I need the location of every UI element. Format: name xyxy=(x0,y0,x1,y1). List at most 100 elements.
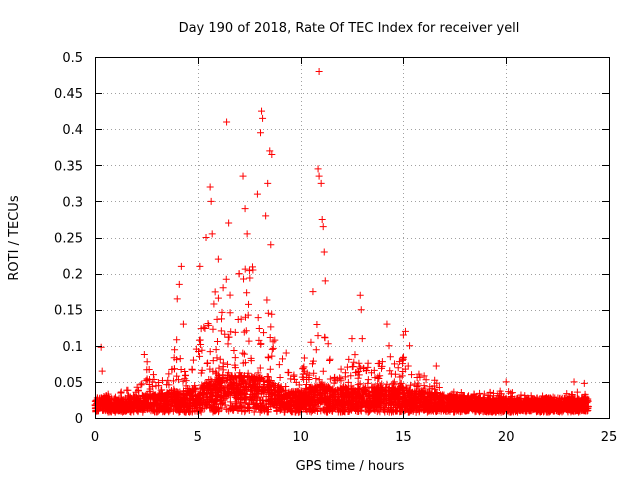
scatter-point xyxy=(250,377,258,385)
scatter-point xyxy=(432,362,440,370)
scatter-point xyxy=(347,372,355,380)
scatter-point xyxy=(357,306,365,314)
scatter-point xyxy=(567,403,575,411)
scatter-point xyxy=(206,348,214,356)
scatter-point xyxy=(264,390,272,398)
scatter-point xyxy=(268,352,276,360)
scatter-point xyxy=(465,395,473,403)
scatter-point xyxy=(282,349,290,357)
scatter-point xyxy=(221,395,229,403)
scatter-point xyxy=(447,393,455,401)
scatter-point xyxy=(277,384,285,392)
scatter-point xyxy=(275,361,283,369)
scatter-point xyxy=(355,371,363,379)
scatter-point xyxy=(251,372,259,380)
scatter-point xyxy=(227,328,235,336)
scatter-point xyxy=(137,381,145,389)
scatter-point xyxy=(516,401,524,409)
scatter-point xyxy=(260,399,268,407)
scatter-point xyxy=(563,390,571,398)
scatter-point xyxy=(389,408,397,416)
scatter-point xyxy=(408,371,416,379)
scatter-point xyxy=(169,377,177,385)
scatter-point xyxy=(212,368,220,376)
scatter-point xyxy=(470,390,478,398)
scatter-point xyxy=(200,383,208,391)
scatter-point xyxy=(231,328,239,336)
scatter-point xyxy=(152,400,160,408)
scatter-point xyxy=(145,394,153,402)
scatter-point xyxy=(97,399,105,407)
scatter-point xyxy=(510,397,518,405)
scatter-point xyxy=(291,375,299,383)
scatter-point xyxy=(323,408,331,416)
scatter-point xyxy=(580,379,588,387)
scatter-point xyxy=(272,404,280,412)
scatter-point xyxy=(433,379,441,387)
scatter-point xyxy=(401,392,409,400)
scatter-point xyxy=(319,223,327,231)
scatter-point xyxy=(140,350,148,358)
scatter-point xyxy=(240,392,248,400)
scatter-point xyxy=(113,402,121,410)
x-tick-labels: 0 5 10 15 20 25 xyxy=(91,430,617,445)
scatter-point xyxy=(239,403,247,411)
scatter-point xyxy=(112,397,120,405)
scatter-point xyxy=(364,359,372,367)
scatter-point xyxy=(526,398,534,406)
scatter-point xyxy=(309,357,317,365)
scatter-point xyxy=(234,405,242,413)
scatter-point xyxy=(239,172,247,180)
scatter-point xyxy=(206,396,214,404)
scatter-point xyxy=(446,407,454,415)
scatter-point xyxy=(468,394,476,402)
scatter-point xyxy=(188,365,196,373)
scatter-point xyxy=(246,274,254,282)
scatter-point xyxy=(290,372,298,380)
scatter-point xyxy=(259,396,267,404)
scatter-point xyxy=(356,398,364,406)
scatter-point xyxy=(239,376,247,384)
scatter-point xyxy=(476,389,484,397)
x-tick-label: 5 xyxy=(194,430,202,445)
scatter-point xyxy=(311,392,319,400)
scatter-point xyxy=(236,374,244,382)
scatter-point xyxy=(166,406,174,414)
scatter-point xyxy=(234,315,242,323)
scatter-point xyxy=(524,402,532,410)
scatter-point xyxy=(393,407,401,415)
scatter-point xyxy=(313,382,321,390)
scatter-point xyxy=(330,379,338,387)
scatter-point xyxy=(282,402,290,410)
scatter-point xyxy=(456,400,464,408)
scatter-point xyxy=(213,315,221,323)
scatter-point xyxy=(356,363,364,371)
scatter-point xyxy=(150,408,158,416)
scatter-point xyxy=(337,390,345,398)
scatter-point xyxy=(181,368,189,376)
scatter-point xyxy=(208,230,216,238)
scatter-point xyxy=(230,389,238,397)
scatter-point xyxy=(437,404,445,412)
scatter-point xyxy=(455,399,463,407)
scatter-point xyxy=(313,407,321,415)
x-tick-label: 20 xyxy=(498,430,515,445)
scatter-point xyxy=(348,335,356,343)
scatter-point xyxy=(420,372,428,380)
scatter-point xyxy=(263,296,271,304)
scatter-point xyxy=(435,383,443,391)
scatter-point xyxy=(413,374,421,382)
scatter-point xyxy=(465,404,473,412)
scatter-point xyxy=(496,400,504,408)
scatter-point xyxy=(203,359,211,367)
scatter-point xyxy=(245,381,253,389)
scatter-point xyxy=(399,404,407,412)
scatter-point xyxy=(268,150,276,158)
scatter-point xyxy=(374,400,382,408)
scatter-point xyxy=(219,284,227,292)
x-tick-label: 10 xyxy=(292,430,309,445)
scatter-point xyxy=(106,408,114,416)
y-tick-label: 0.35 xyxy=(54,159,83,174)
scatter-point xyxy=(124,393,132,401)
scatter-point xyxy=(362,401,370,409)
